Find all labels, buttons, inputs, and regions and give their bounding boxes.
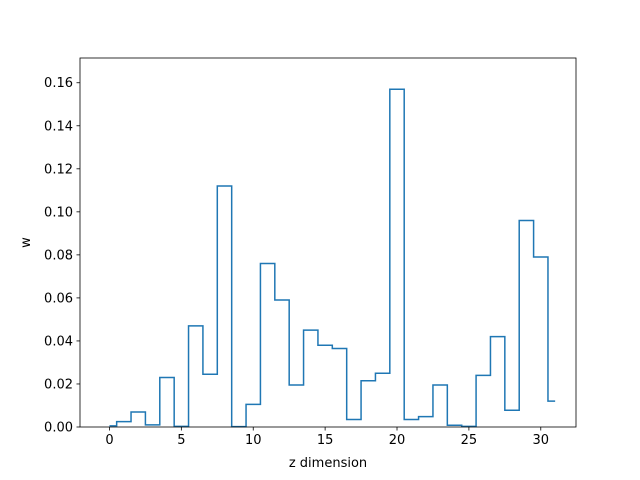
x-axis-ticks: 0 5 10 15 20 25 30 [105, 427, 549, 448]
x-axis-label: z dimension [289, 456, 367, 471]
y-axis-ticks: 0.00 0.02 0.04 0.06 0.08 0.10 0.12 0.14 0.16 [44, 76, 80, 436]
series-step-line [109, 88, 556, 428]
y-tick-label: 0.06 [44, 291, 73, 306]
x-tick-label: 10 [245, 433, 262, 448]
x-tick-label: 0 [105, 433, 113, 448]
y-tick-label: 0.02 [44, 377, 73, 392]
y-tick-label: 0.00 [44, 421, 73, 436]
y-tick-label: 0.14 [44, 119, 73, 134]
x-tick-label: 25 [461, 433, 478, 448]
y-tick-label: 0.04 [44, 334, 73, 349]
x-tick-label: 30 [533, 433, 550, 448]
x-tick-label: 5 [177, 433, 185, 448]
y-axis-label: w [19, 237, 34, 248]
plot-frame [79, 57, 577, 428]
y-tick-label: 0.10 [44, 205, 73, 220]
x-tick-label: 20 [389, 433, 406, 448]
plot-area [80, 58, 576, 427]
y-tick-label: 0.12 [44, 162, 73, 177]
x-tick-label: 15 [317, 433, 334, 448]
y-tick-label: 0.08 [44, 248, 73, 263]
y-tick-label: 0.16 [44, 76, 73, 91]
